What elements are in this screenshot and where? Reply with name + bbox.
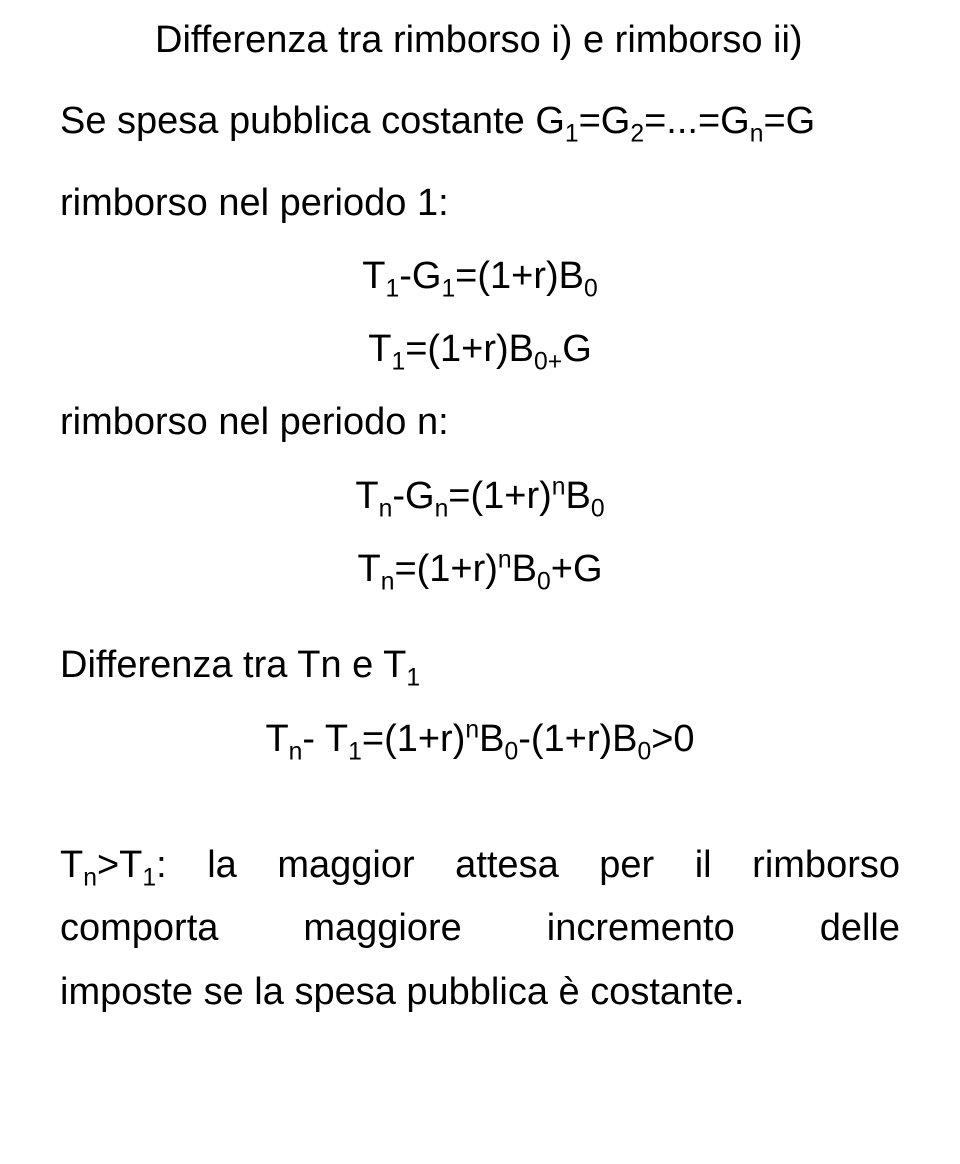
- eq1-sub1a: 1: [385, 275, 399, 302]
- premise-a: Se spesa pubblica costante G: [60, 100, 565, 142]
- equation-1: T1-G1=(1+r)B0: [60, 251, 900, 302]
- eq3-supn: n: [552, 473, 566, 500]
- title: Differenza tra rimborso i) e rimborso ii…: [60, 15, 900, 66]
- sub-n: n: [750, 121, 764, 148]
- eq2-c: G: [562, 328, 592, 370]
- diff-text: Differenza tra Tn e T: [60, 644, 406, 686]
- conclusion-line-1: Tn>T1: la maggior attesa per il rimborso: [60, 840, 900, 891]
- eq5-subn: n: [289, 738, 303, 765]
- eq5-a: T: [265, 718, 288, 760]
- eq5-f: >0: [651, 718, 694, 760]
- document-page: Differenza tra rimborso i) e rimborso ii…: [0, 0, 960, 1164]
- difference-label: Differenza tra Tn e T1: [60, 640, 900, 691]
- eq4-b: =(1+r): [394, 548, 497, 590]
- equation-2: T1=(1+r)B0+G: [60, 324, 900, 375]
- eq5-b: - T: [302, 718, 348, 760]
- equation-3: Tn-Gn=(1+r)nB0: [60, 471, 900, 522]
- eq4-a: T: [357, 548, 380, 590]
- eq5-e: -(1+r)B: [518, 718, 637, 760]
- eq2-sub0p: 0+: [534, 349, 562, 376]
- eq5-supn: n: [465, 716, 479, 743]
- eq1-a: T: [362, 255, 385, 297]
- eq5-sub0b: 0: [637, 738, 651, 765]
- eq1-b: -G: [399, 255, 441, 297]
- concl-line2-text: comporta maggiore incremento delle: [60, 907, 900, 949]
- conclusion-line-3: imposte se la spesa pubblica è costante.: [60, 967, 900, 1018]
- eq3-a: T: [355, 475, 378, 517]
- concl-sub1: 1: [142, 865, 156, 892]
- eq2-a: T: [368, 328, 391, 370]
- rimborso-n-text: rimborso nel periodo n:: [60, 401, 449, 443]
- eq1-sub0: 0: [584, 275, 598, 302]
- concl-b: >T: [97, 844, 142, 886]
- eq2-sub1: 1: [391, 349, 405, 376]
- diff-sub1: 1: [406, 665, 420, 692]
- rimborso-1-label: rimborso nel periodo 1:: [60, 178, 900, 229]
- premise-c: =...=G: [644, 100, 750, 142]
- eq3-subn2: n: [435, 495, 449, 522]
- eq3-subn1: n: [379, 495, 393, 522]
- eq4-subn: n: [381, 569, 395, 596]
- eq4-c: B: [512, 548, 537, 590]
- eq3-c: =(1+r): [448, 475, 551, 517]
- concl-subn: n: [83, 865, 97, 892]
- title-text: Differenza tra rimborso i) e rimborso ii…: [155, 19, 803, 61]
- eq5-sub1: 1: [348, 738, 362, 765]
- concl-line3-text: imposte se la spesa pubblica è costante.: [60, 971, 744, 1013]
- eq4-sub0: 0: [537, 569, 551, 596]
- eq3-b: -G: [392, 475, 434, 517]
- rimborso-1-text: rimborso nel periodo 1:: [60, 182, 449, 224]
- premise-line: Se spesa pubblica costante G1=G2=...=Gn=…: [60, 96, 900, 147]
- premise-d: =G: [763, 100, 815, 142]
- eq4-d: +G: [551, 548, 603, 590]
- eq5-c: =(1+r): [362, 718, 465, 760]
- premise-b: =G: [579, 100, 631, 142]
- conclusion-line-2: comporta maggiore incremento delle: [60, 903, 900, 954]
- sub-2: 2: [630, 121, 644, 148]
- rimborso-n-label: rimborso nel periodo n:: [60, 397, 900, 448]
- eq1-sub1b: 1: [441, 275, 455, 302]
- eq5-d: B: [479, 718, 504, 760]
- equation-4: Tn=(1+r)nB0+G: [60, 544, 900, 595]
- eq3-d: B: [566, 475, 591, 517]
- eq5-sub0a: 0: [504, 738, 518, 765]
- eq2-b: =(1+r)B: [405, 328, 534, 370]
- eq3-sub0: 0: [591, 495, 605, 522]
- concl-a: T: [60, 844, 83, 886]
- eq4-supn: n: [498, 546, 512, 573]
- equation-5: Tn- T1=(1+r)nB0-(1+r)B0>0: [60, 714, 900, 765]
- sub-1: 1: [565, 121, 579, 148]
- eq1-c: =(1+r)B: [455, 255, 584, 297]
- concl-c: : la maggior attesa per il rimborso: [156, 844, 900, 886]
